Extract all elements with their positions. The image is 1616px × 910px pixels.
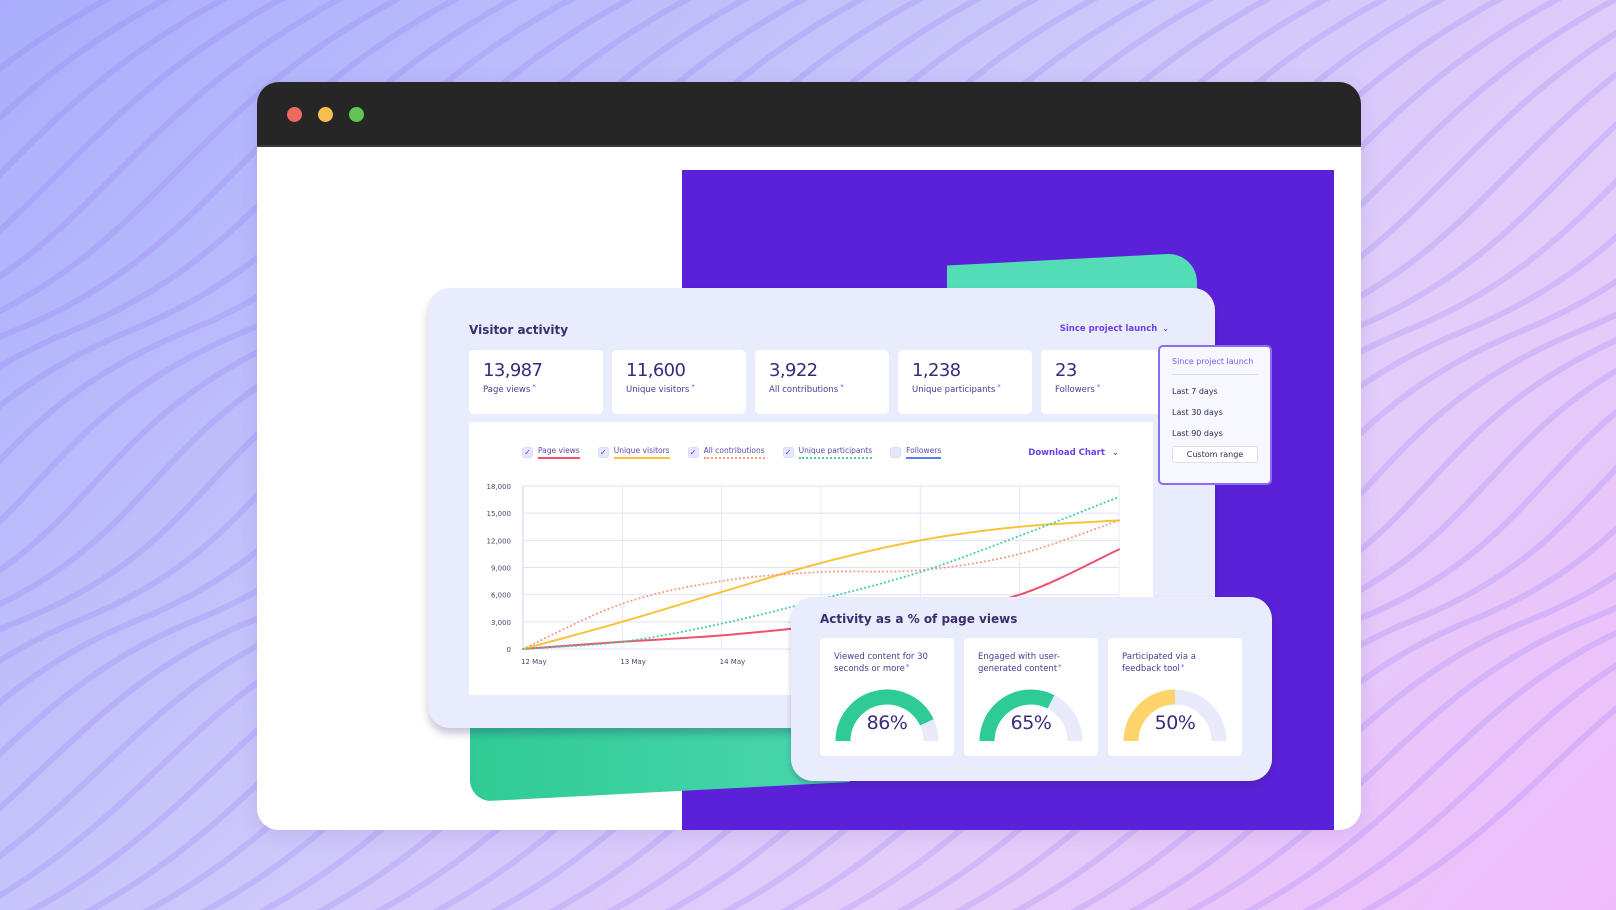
legend-toggle-all-contributions[interactable]: ✓ All contributions: [687, 446, 765, 459]
gauge-arc: [979, 689, 1083, 742]
legend-toggle-followers[interactable]: Followers: [890, 446, 942, 459]
stat-label: Followers: [1055, 385, 1095, 395]
checkbox-checked-icon[interactable]: ✓: [597, 447, 609, 458]
download-chart-label: Download Chart: [1028, 448, 1105, 458]
stat-value: 11,600: [626, 360, 686, 381]
svg-text:12,000: 12,000: [487, 537, 512, 545]
minimize-window-button[interactable]: [318, 107, 333, 122]
svg-text:3,000: 3,000: [491, 619, 511, 627]
gauge-value: 50%: [1154, 712, 1196, 734]
series-line: [522, 519, 1120, 650]
custom-range-button[interactable]: Custom range: [1172, 446, 1258, 463]
stat-unique-visitors: 11,600 Unique visitors *: [612, 350, 746, 414]
stat-followers: 23 Followers *: [1041, 350, 1175, 414]
chevron-down-icon: ⌄: [1162, 324, 1169, 333]
close-window-button[interactable]: [287, 107, 302, 122]
legend-label: Followers: [906, 446, 942, 459]
stat-label: Unique participants: [912, 385, 996, 395]
stat-label: Page views: [483, 385, 531, 395]
gauge-feedback-tool: Participated via a feedback tool* 50%: [1108, 638, 1242, 756]
legend-toggle-unique-visitors[interactable]: ✓ Unique visitors: [597, 446, 670, 459]
legend-label: Unique visitors: [613, 446, 670, 459]
card-title: Visitor activity: [469, 323, 569, 337]
svg-text:13 May: 13 May: [620, 658, 646, 666]
svg-text:18,000: 18,000: [487, 483, 512, 491]
svg-text:15,000: 15,000: [487, 510, 512, 518]
gauge-label: Engaged with user-generated content: [978, 652, 1060, 674]
stat-unique-participants: 1,238 Unique participants *: [898, 350, 1032, 414]
window-content: Visitor activity Since project launch ⌄ 1…: [257, 147, 1361, 830]
stats-row: 13,987 Page views * 11,600 Unique visitor…: [469, 350, 1175, 414]
date-range-label: Since project launch: [1059, 324, 1158, 334]
gauge-value: 65%: [1010, 712, 1052, 734]
download-chart-button[interactable]: Download Chart ⌄: [1028, 448, 1119, 458]
dropdown-option-last-30-days[interactable]: Last 30 days: [1172, 408, 1223, 417]
info-icon[interactable]: *: [691, 383, 695, 391]
activity-percentage-card: Activity as a % of page views Viewed con…: [791, 597, 1272, 781]
maximize-window-button[interactable]: [349, 107, 364, 122]
checkbox-checked-icon[interactable]: ✓: [782, 447, 794, 458]
legend-label: All contributions: [703, 446, 765, 459]
date-range-selector[interactable]: Since project launch ⌄: [1060, 324, 1169, 334]
gauge-row: Viewed content for 30 seconds or more* 8…: [820, 638, 1242, 756]
stat-value: 3,922: [769, 360, 818, 381]
dropdown-option-last-7-days[interactable]: Last 7 days: [1172, 387, 1218, 396]
legend-label: Page views: [538, 446, 580, 459]
legend-toggle-page-views[interactable]: ✓ Page views: [522, 446, 580, 459]
stat-value: 23: [1055, 360, 1077, 381]
gauge-engaged-ugc: Engaged with user-generated content* 65%: [964, 638, 1098, 756]
info-icon[interactable]: *: [905, 663, 910, 671]
gauge-viewed-content: Viewed content for 30 seconds or more* 8…: [820, 638, 954, 756]
stat-all-contributions: 3,922 All contributions *: [755, 350, 889, 414]
chart-legend: ✓ Page views ✓ Unique visitors ✓ All con…: [522, 446, 942, 459]
stat-value: 1,238: [912, 360, 961, 381]
date-range-dropdown: Since project launch Last 7 days Last 30…: [1158, 345, 1272, 485]
checkbox-unchecked-icon[interactable]: [890, 447, 902, 458]
gauge-value: 86%: [866, 712, 908, 734]
gauge-label: Viewed content for 30 seconds or more: [834, 652, 928, 674]
svg-text:6,000: 6,000: [491, 592, 511, 600]
window-titlebar: [257, 82, 1361, 147]
info-icon[interactable]: *: [1058, 663, 1062, 671]
chevron-down-icon: ⌄: [1111, 448, 1119, 458]
info-icon[interactable]: *: [840, 383, 844, 391]
card-title: Activity as a % of page views: [820, 612, 1018, 626]
checkbox-checked-icon[interactable]: ✓: [687, 447, 699, 458]
svg-text:12 May: 12 May: [521, 658, 547, 666]
stat-page-views: 13,987 Page views *: [469, 350, 603, 414]
dropdown-option-last-90-days[interactable]: Last 90 days: [1172, 429, 1223, 438]
svg-text:0: 0: [507, 646, 511, 654]
series-line: [522, 519, 1120, 650]
info-icon[interactable]: *: [997, 383, 1001, 391]
svg-text:14 May: 14 May: [720, 658, 746, 666]
checkbox-checked-icon[interactable]: ✓: [522, 447, 533, 458]
info-icon[interactable]: *: [532, 383, 536, 391]
stat-label: Unique visitors: [626, 385, 690, 395]
info-icon[interactable]: *: [1180, 663, 1185, 671]
dropdown-selected-option[interactable]: Since project launch: [1172, 357, 1258, 375]
gauge-label: Participated via a feedback tool: [1122, 652, 1196, 674]
stat-value: 13,987: [483, 360, 543, 381]
info-icon[interactable]: *: [1096, 383, 1101, 391]
gauge-arc: [835, 689, 939, 742]
svg-text:9,000: 9,000: [491, 565, 511, 573]
gauge-arc: [1123, 689, 1227, 742]
legend-label: Unique participants: [798, 446, 873, 459]
legend-toggle-unique-participants[interactable]: ✓ Unique participants: [782, 446, 873, 459]
stat-label: All contributions: [769, 385, 839, 395]
